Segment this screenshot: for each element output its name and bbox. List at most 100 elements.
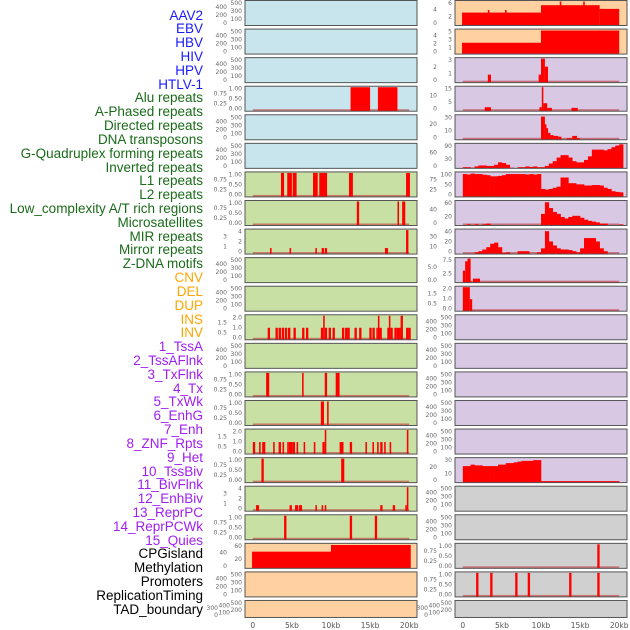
data-bar — [287, 442, 289, 455]
data-bar — [478, 465, 483, 483]
data-bar — [474, 224, 479, 226]
right-panel-11-background — [455, 314, 627, 340]
right-panel-10-frame — [454, 285, 628, 312]
data-bar — [486, 175, 491, 197]
data-bar — [521, 174, 526, 197]
right-panel-13-background — [455, 371, 627, 397]
data-bar — [587, 481, 593, 483]
data-bar — [293, 327, 296, 340]
y-tick-label: 0 — [433, 106, 437, 113]
data-bar — [390, 327, 393, 340]
y-tick-label: 400 — [216, 290, 228, 297]
data-bar — [607, 149, 612, 169]
left-panel-12-background — [245, 343, 417, 369]
data-bar — [548, 163, 554, 169]
data-bar — [505, 9, 507, 26]
baseline-mark — [252, 423, 410, 426]
data-bar — [354, 327, 357, 340]
y-tick-label: 25 — [429, 186, 437, 193]
y-tick-label: 0 — [223, 591, 227, 598]
baseline-mark — [252, 394, 410, 397]
x-tick-label: 5kb — [285, 621, 299, 630]
y-tick-label: 100 — [231, 587, 243, 594]
x-tick-label: 15kb — [361, 621, 380, 630]
left-panel-18-frame — [244, 514, 418, 541]
y-tick-label: 0.50 — [439, 581, 453, 588]
y-tick-label: 40 — [219, 549, 227, 556]
y-tick-label: 60 — [429, 150, 437, 157]
data-bar — [572, 135, 577, 140]
left-panel-5-frame — [244, 142, 418, 169]
left-panel-4-frame — [244, 114, 418, 141]
y-tick-label: 0 — [433, 534, 437, 541]
data-bar — [267, 327, 271, 340]
left-panel-12-frame — [244, 342, 418, 369]
data-bar — [587, 156, 593, 169]
y-tick-label: 0 — [433, 420, 437, 427]
data-bar — [595, 241, 600, 255]
data-bar — [482, 466, 487, 483]
data-bar — [486, 223, 491, 226]
data-bar — [462, 174, 468, 197]
right-panel-14-background — [455, 400, 627, 426]
track-label: 1_TssA — [158, 339, 203, 355]
data-bar — [607, 481, 612, 483]
left-panel-0-background — [245, 0, 417, 26]
data-bar — [505, 252, 511, 255]
data-bar — [467, 258, 471, 283]
y-tick-label: 0 — [433, 49, 437, 56]
y-tick-label: 0.75 — [424, 548, 438, 555]
right-panel-6-frame — [454, 171, 628, 198]
data-bar — [548, 188, 554, 197]
right-panel-19-background — [455, 543, 627, 569]
y-tick-label: 7.5 — [442, 257, 452, 264]
y-tick-label: 0.25 — [424, 586, 438, 593]
y-tick-label: 0 — [223, 306, 227, 313]
y-tick-label: 100 — [231, 159, 243, 166]
data-bar — [487, 9, 490, 26]
y-tick-label: 100 — [231, 359, 243, 366]
data-bar — [576, 215, 581, 226]
baseline-mark — [252, 194, 410, 197]
data-bar — [261, 458, 264, 483]
track-label: INS — [180, 311, 203, 327]
y-tick-label: 30 — [444, 156, 452, 163]
track-label: Promoters — [140, 574, 203, 590]
y-tick-label: 0.00 — [229, 220, 243, 227]
data-bar — [275, 327, 278, 340]
y-tick-label: 0.5 — [217, 329, 227, 336]
right-panel-4-frame — [454, 114, 628, 141]
y-tick-label: 0 — [433, 134, 437, 141]
data-bar — [335, 372, 340, 397]
data-bar — [339, 442, 344, 455]
data-bar — [587, 220, 593, 226]
data-bar — [591, 221, 597, 226]
y-tick-label: 300 — [231, 65, 243, 72]
data-bar — [576, 252, 581, 255]
right-panel-10-background — [455, 286, 627, 312]
y-tick-label: 20 — [429, 464, 437, 471]
y-tick-label: 400 — [426, 490, 438, 497]
data-bar — [466, 174, 471, 197]
data-bar — [331, 544, 411, 569]
y-tick-label: 20 — [234, 556, 242, 563]
left-panel-3-frame — [244, 85, 418, 112]
data-bar — [462, 466, 468, 483]
data-bar — [595, 222, 600, 226]
data-bar — [568, 481, 573, 483]
y-tick-label: 20 — [444, 213, 452, 220]
data-bar — [284, 515, 287, 540]
data-bar — [478, 165, 483, 169]
data-bar — [580, 162, 585, 169]
data-bar — [288, 327, 291, 340]
y-tick-label: 0 — [433, 20, 437, 27]
y-tick-label: 100 — [441, 171, 453, 178]
left-panel-6-frame — [244, 171, 418, 198]
data-bar — [476, 572, 479, 597]
track-label: Z-DNA motifs — [122, 256, 203, 272]
data-bar — [498, 464, 503, 483]
y-tick-label: 0 — [223, 163, 227, 170]
data-bar — [513, 462, 518, 483]
y-tick-label: 30 — [444, 457, 452, 464]
left-panel-20-background — [245, 571, 417, 597]
